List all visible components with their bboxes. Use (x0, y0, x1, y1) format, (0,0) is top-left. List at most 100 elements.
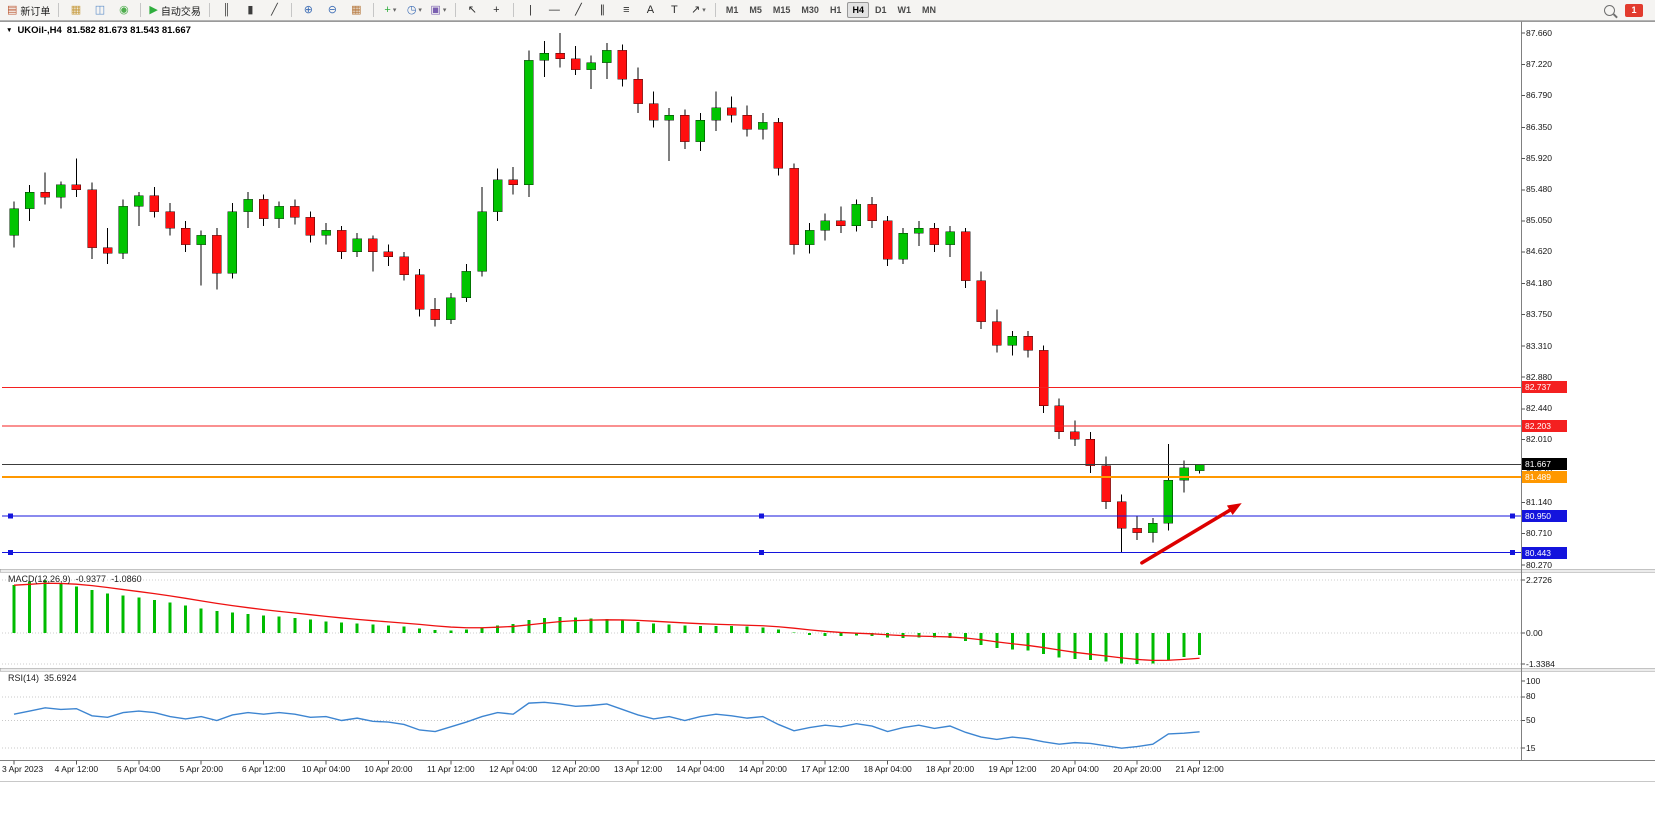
navigator-icon: ◉ (119, 3, 129, 16)
timeframe-m5[interactable]: M5 (749, 5, 762, 15)
candle (960, 228, 971, 288)
line-chart-icon[interactable]: ╱ (263, 1, 286, 20)
candle (414, 269, 425, 317)
candle (102, 228, 113, 265)
templates-icon[interactable]: ▣ ▾ (427, 1, 450, 20)
candle (617, 44, 628, 87)
candle (711, 91, 721, 131)
candle (633, 67, 643, 113)
trendline-icon[interactable]: ╱ (567, 1, 590, 20)
toolbar-separator (58, 3, 60, 17)
channel-icon[interactable]: ∥ (591, 1, 614, 20)
candle (804, 223, 815, 254)
trend-arrow[interactable] (1140, 503, 1242, 565)
candle (399, 251, 409, 281)
charts-icon[interactable]: ▦ (64, 1, 87, 20)
crosshair-icon: + (493, 3, 500, 16)
arrows-icon[interactable]: ↗ ▾ (687, 1, 710, 20)
candle (680, 109, 690, 149)
candle (368, 235, 378, 272)
timeframe-m30[interactable]: M30 (801, 5, 819, 15)
candle (882, 215, 893, 267)
candle (165, 202, 175, 236)
candle (118, 199, 128, 260)
rsi-label: RSI(14) 35.6924 (8, 673, 77, 683)
dropdown-caret-icon[interactable]: ▾ (442, 7, 447, 14)
horizontal-line-icon[interactable]: — (543, 1, 566, 20)
toolbar-separator (208, 3, 210, 17)
dropdown-caret-icon[interactable]: ▾ (392, 7, 397, 14)
candle (586, 55, 596, 90)
candle (1101, 456, 1111, 509)
candle (1132, 516, 1142, 540)
timeframe-h4[interactable]: H4 (847, 2, 869, 18)
timeframe-m15[interactable]: M15 (772, 5, 791, 15)
label-icon[interactable]: T (663, 1, 686, 20)
vertical-line-icon[interactable]: | (519, 1, 542, 20)
fibonacci-icon: ≡ (623, 3, 630, 16)
navigator-icon[interactable]: ◉ (112, 1, 135, 20)
support-line-1[interactable] (2, 513, 1521, 519)
candle (976, 271, 986, 329)
cursor-icon[interactable]: ↖ (461, 1, 484, 20)
new-order-button[interactable]: ▤ 新订单 (4, 1, 53, 20)
toolbar-separator (290, 3, 292, 17)
arrows-icon: ↗ (691, 3, 701, 16)
tile-windows-icon: ▦ (351, 3, 362, 16)
candle (274, 201, 284, 229)
indicators-icon[interactable]: + ▾ (379, 1, 402, 20)
timeframe-h1[interactable]: H1 (829, 5, 842, 15)
fibonacci-icon[interactable]: ≡ (615, 1, 638, 20)
periods-icon[interactable]: ◷ ▾ (403, 1, 426, 20)
zoom-out-icon[interactable]: ⊖ (321, 1, 344, 20)
new-order-icon: ▤ (7, 3, 18, 16)
candle (1148, 518, 1158, 543)
candle (851, 199, 862, 232)
candle (446, 292, 456, 324)
candle (227, 202, 238, 279)
bar-chart-icon[interactable]: ║ (215, 1, 238, 20)
timeframe-w1[interactable]: W1 (897, 5, 911, 15)
candle (40, 172, 50, 205)
candle (555, 33, 565, 68)
rsi-name: RSI(14) (8, 673, 40, 683)
tile-windows-icon[interactable]: ▦ (345, 1, 368, 20)
data-window-icon[interactable]: ◫ (88, 1, 111, 20)
candle (1163, 444, 1174, 531)
pane-borders (0, 21, 1655, 782)
timeframe-m1[interactable]: M1 (725, 5, 739, 15)
dropdown-caret-icon[interactable]: ▾ (418, 7, 422, 14)
dropdown-caret-icon[interactable]: ▾ (702, 7, 706, 14)
candle (539, 40, 550, 77)
candle (898, 228, 908, 265)
candle (1054, 398, 1064, 440)
candlestick-chart-icon[interactable]: ▮ (239, 1, 262, 20)
zoom-in-icon[interactable]: ⊕ (297, 1, 320, 20)
text-icon[interactable]: A (639, 1, 662, 20)
crosshair-icon[interactable]: + (485, 1, 508, 20)
candle (1085, 431, 1096, 473)
charts-icon: ▦ (70, 3, 82, 16)
candle (243, 192, 253, 229)
toolbar-separator (512, 3, 514, 17)
candle (758, 112, 768, 140)
toolbar-right: 1 (1604, 3, 1651, 17)
candle (929, 223, 940, 252)
timeframe-d1[interactable]: D1 (874, 5, 887, 15)
macd-main-value: -0.9377 (75, 574, 107, 584)
one-click-trading-arrow-icon[interactable]: ▼ (6, 27, 13, 34)
zoom-out-icon: ⊖ (327, 3, 337, 16)
candle (196, 230, 206, 286)
support-line-2[interactable] (2, 550, 1521, 556)
notification-badge[interactable]: 1 (1625, 3, 1643, 17)
data-window-icon: ◫ (94, 3, 106, 16)
timeframe-mn[interactable]: MN (921, 5, 936, 15)
candle (321, 223, 331, 245)
toolbar-separator (372, 3, 374, 17)
candle (789, 163, 799, 255)
candle (180, 220, 191, 252)
autotrading-button[interactable]: ▶ 自动交易 (146, 1, 203, 20)
candle (1116, 494, 1127, 553)
search-icon[interactable] (1604, 4, 1615, 16)
